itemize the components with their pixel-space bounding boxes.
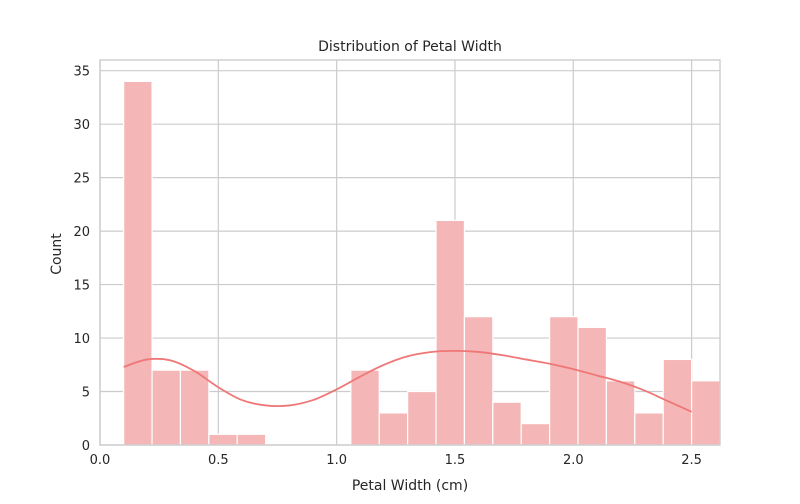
histogram-bar xyxy=(350,369,380,446)
histogram-bar xyxy=(236,433,267,446)
histogram-bar xyxy=(378,412,409,446)
histogram-bar xyxy=(407,390,437,446)
x-tick-label: 0.5 xyxy=(208,453,229,468)
histogram-bar xyxy=(605,380,636,446)
x-tick-label: 1.0 xyxy=(326,453,347,468)
histogram-bar xyxy=(634,412,664,446)
kde-line xyxy=(123,349,692,413)
y-tick-label: 15 xyxy=(73,279,90,294)
grid-layer xyxy=(99,60,720,446)
histogram-bar xyxy=(151,369,182,446)
y-tick-label: 25 xyxy=(73,172,90,187)
y-axis-label: Count xyxy=(49,233,65,275)
histogram-bar xyxy=(179,369,210,446)
histogram-bar xyxy=(123,80,153,446)
x-tick-label: 2.5 xyxy=(681,453,702,468)
y-tick-label: 5 xyxy=(82,386,90,401)
histogram-bar xyxy=(208,433,238,446)
y-tick-label: 0 xyxy=(82,439,90,454)
histogram-bar xyxy=(463,316,494,446)
y-tick-label: 30 xyxy=(73,118,90,133)
plot-frame xyxy=(99,59,721,446)
histogram-bar xyxy=(549,316,579,446)
axes-layer: 0.0 0.5 1.0 1.5 2.0 2.5 0 5 10 15 20 25 30 35 xyxy=(73,59,721,468)
histogram-bar xyxy=(520,423,551,446)
histogram-bar xyxy=(691,380,721,446)
x-tick-label: 1.5 xyxy=(445,453,466,468)
y-tick-label: 20 xyxy=(73,225,90,240)
kde-layer xyxy=(123,349,692,413)
chart-title: Distribution of Petal Width xyxy=(318,39,502,55)
histogram-bar xyxy=(435,219,466,446)
histogram-bar xyxy=(577,326,608,446)
x-axis-label: Petal Width (cm) xyxy=(352,478,468,494)
histogram-bar xyxy=(662,358,693,446)
x-tick-label: 2.0 xyxy=(563,453,584,468)
y-tick-label: 10 xyxy=(73,332,90,347)
y-tick-label: 35 xyxy=(73,65,90,80)
histogram-bar xyxy=(492,401,522,446)
bars-layer xyxy=(123,80,721,446)
x-tick-label: 0.0 xyxy=(90,453,111,468)
